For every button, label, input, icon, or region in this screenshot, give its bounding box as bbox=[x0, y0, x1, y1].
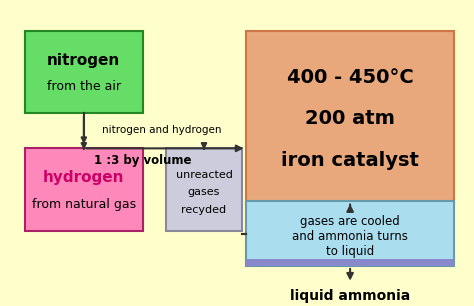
FancyBboxPatch shape bbox=[246, 259, 454, 266]
FancyBboxPatch shape bbox=[246, 31, 454, 207]
FancyBboxPatch shape bbox=[25, 148, 143, 231]
Text: from the air: from the air bbox=[47, 80, 121, 93]
Text: gases are cooled: gases are cooled bbox=[300, 215, 400, 228]
Text: 200 atm: 200 atm bbox=[305, 110, 395, 129]
Text: iron catalyst: iron catalyst bbox=[281, 151, 419, 170]
Text: nitrogen: nitrogen bbox=[47, 53, 120, 68]
Text: liquid ammonia: liquid ammonia bbox=[290, 289, 410, 304]
Text: from natural gas: from natural gas bbox=[32, 198, 136, 211]
FancyBboxPatch shape bbox=[166, 148, 242, 231]
Text: gases: gases bbox=[188, 188, 220, 197]
Text: unreacted: unreacted bbox=[175, 170, 232, 180]
FancyBboxPatch shape bbox=[246, 201, 454, 266]
Text: 1 :3 by volume: 1 :3 by volume bbox=[94, 154, 191, 167]
Text: hydrogen: hydrogen bbox=[43, 170, 125, 185]
Text: recyded: recyded bbox=[182, 205, 227, 215]
FancyBboxPatch shape bbox=[25, 31, 143, 113]
Text: and ammonia turns: and ammonia turns bbox=[292, 230, 408, 243]
Text: nitrogen and hydrogen: nitrogen and hydrogen bbox=[102, 125, 221, 135]
Text: 400 - 450°C: 400 - 450°C bbox=[287, 68, 413, 87]
Text: to liquid: to liquid bbox=[326, 245, 374, 258]
